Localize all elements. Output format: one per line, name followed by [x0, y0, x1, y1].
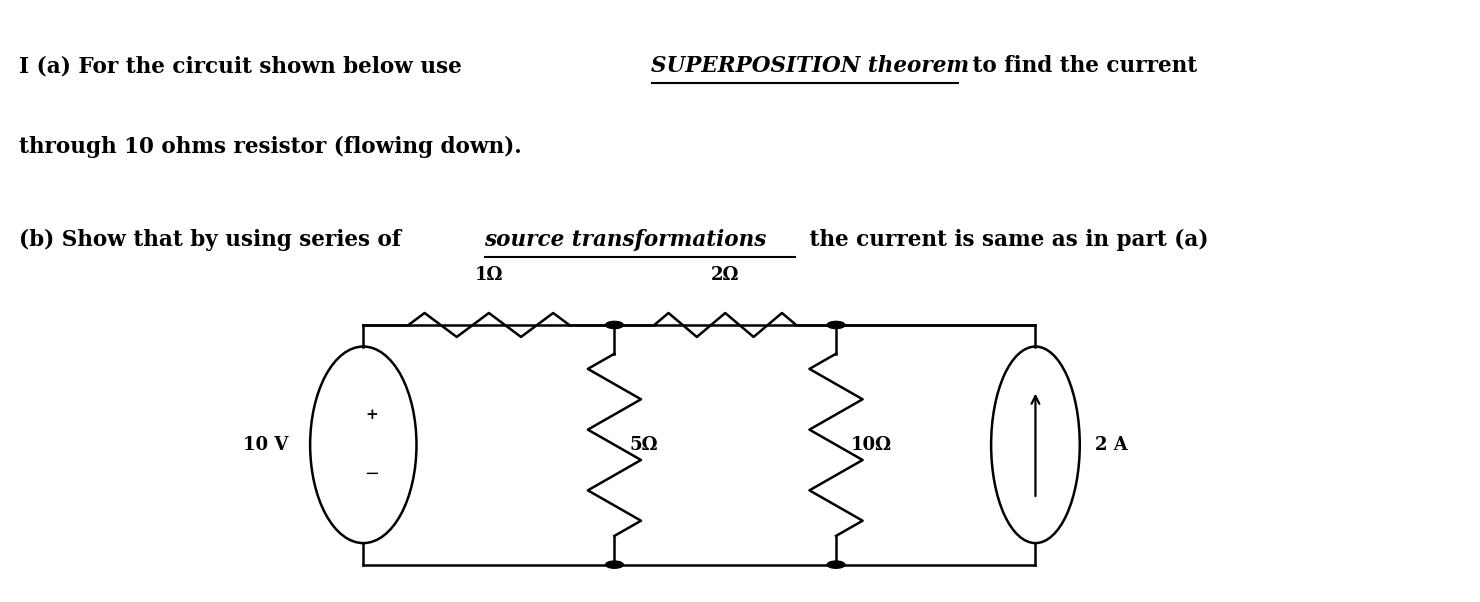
- Text: SUPERPOSITION theorem: SUPERPOSITION theorem: [651, 55, 969, 77]
- Circle shape: [605, 321, 623, 329]
- Text: (b) Show that by using series of: (b) Show that by using series of: [19, 229, 408, 251]
- Text: source transformations: source transformations: [484, 229, 767, 251]
- Text: to find the current: to find the current: [965, 55, 1197, 77]
- Text: through 10 ohms resistor (flowing down).: through 10 ohms resistor (flowing down).: [19, 136, 522, 158]
- Text: +: +: [366, 408, 379, 423]
- Text: 1Ω: 1Ω: [475, 266, 503, 284]
- Text: 5Ω: 5Ω: [629, 436, 657, 454]
- Text: 2 A: 2 A: [1095, 436, 1128, 454]
- Text: the current is same as in part (a): the current is same as in part (a): [802, 229, 1209, 251]
- Text: 2Ω: 2Ω: [710, 266, 740, 284]
- Text: 10 V: 10 V: [243, 436, 289, 454]
- Text: I (a) For the circuit shown below use: I (a) For the circuit shown below use: [19, 55, 469, 77]
- Circle shape: [827, 321, 845, 329]
- Circle shape: [827, 561, 845, 568]
- Circle shape: [605, 561, 623, 568]
- Text: 10Ω: 10Ω: [851, 436, 892, 454]
- Text: −: −: [364, 465, 380, 483]
